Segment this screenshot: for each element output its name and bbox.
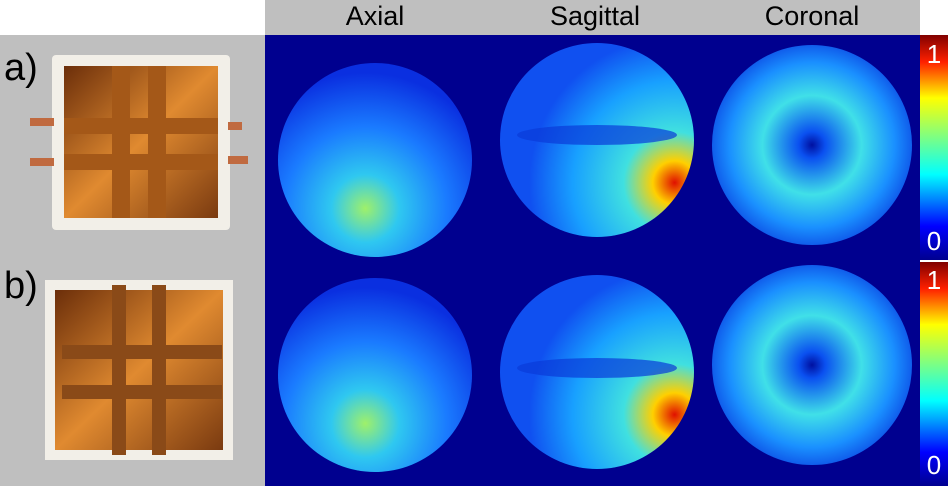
coil-photo-a <box>30 55 248 230</box>
colorbar <box>920 262 948 486</box>
coil-photo-b <box>45 280 233 460</box>
column-header: Axial <box>346 1 405 31</box>
column-header: Coronal <box>765 1 860 31</box>
row-label: a) <box>4 47 38 89</box>
column-header: Sagittal <box>550 1 640 31</box>
row-label: b) <box>4 265 38 307</box>
colorbar-max: 1 <box>927 39 941 69</box>
colorbar-min: 0 <box>927 226 941 256</box>
field-maps <box>278 43 912 472</box>
header-strip <box>265 0 920 35</box>
colorbar-max: 1 <box>927 265 941 295</box>
colorbar <box>920 35 948 260</box>
colorbar-min: 0 <box>927 450 941 480</box>
